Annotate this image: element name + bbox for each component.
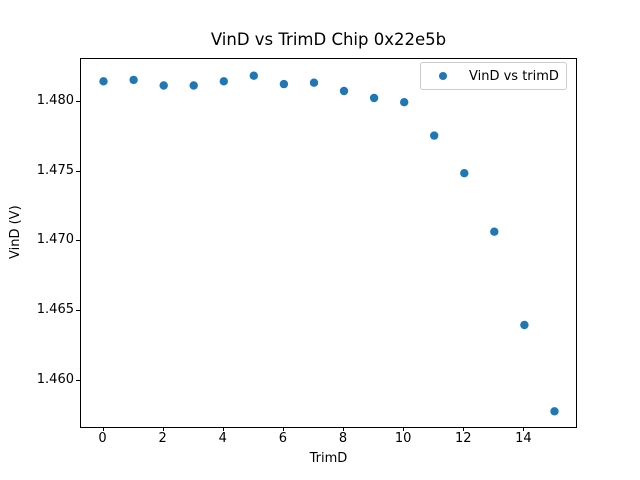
- x-tick-label: 12: [455, 431, 472, 446]
- x-tick-mark: [343, 427, 344, 431]
- legend: VinD vs trimD: [420, 62, 567, 90]
- x-tick-label: 8: [338, 431, 348, 446]
- scatter-points-layer: [99, 71, 559, 416]
- x-axis-label: TrimD: [309, 451, 348, 466]
- data-point: [219, 77, 228, 86]
- x-tick-label: 6: [278, 431, 288, 446]
- x-tick-label: 4: [218, 431, 227, 446]
- data-point: [400, 98, 409, 107]
- x-tick-mark: [463, 427, 465, 431]
- y-tick-mark: [76, 240, 80, 242]
- y-tick-label: 1.470: [36, 232, 74, 248]
- y-tick-mark: [76, 379, 80, 381]
- x-tick-mark: [282, 427, 284, 431]
- data-point: [520, 320, 529, 330]
- data-point: [279, 79, 289, 89]
- data-point: [249, 71, 258, 80]
- x-tick-mark: [222, 427, 224, 431]
- y-tick-mark: [76, 170, 80, 172]
- data-point: [430, 131, 439, 140]
- x-tick-mark: [523, 427, 525, 431]
- x-tick-mark: [102, 427, 104, 431]
- x-tick-mark: [162, 427, 164, 431]
- data-point: [309, 78, 319, 87]
- data-point: [99, 77, 108, 86]
- x-tick-label: 14: [515, 431, 532, 446]
- data-point: [159, 81, 168, 90]
- x-tick-mark: [403, 427, 405, 431]
- y-tick-label: 1.460: [36, 371, 74, 387]
- y-tick-label: 1.480: [36, 93, 74, 109]
- plot-area: VinD vs trimD: [80, 58, 577, 428]
- legend-marker-dot: [439, 72, 447, 80]
- y-tick-label: 1.465: [36, 302, 74, 317]
- data-point: [129, 75, 138, 85]
- data-point: [550, 407, 559, 416]
- data-point: [339, 86, 349, 96]
- data-point: [490, 227, 499, 236]
- y-tick-mark: [76, 101, 80, 103]
- y-tick-mark: [76, 310, 80, 311]
- x-tick-label: 2: [158, 431, 167, 446]
- y-axis-label: VinD (V): [8, 205, 23, 259]
- data-point: [189, 81, 198, 90]
- data-point: [460, 169, 469, 178]
- x-tick-label: 10: [394, 431, 412, 446]
- data-point: [369, 93, 379, 103]
- x-tick-label: 0: [98, 431, 107, 446]
- y-tick-label: 1.475: [36, 162, 74, 178]
- legend-label: VinD vs trimD: [469, 68, 559, 84]
- chart-title: VinD vs TrimD Chip 0x22e5b: [210, 30, 447, 49]
